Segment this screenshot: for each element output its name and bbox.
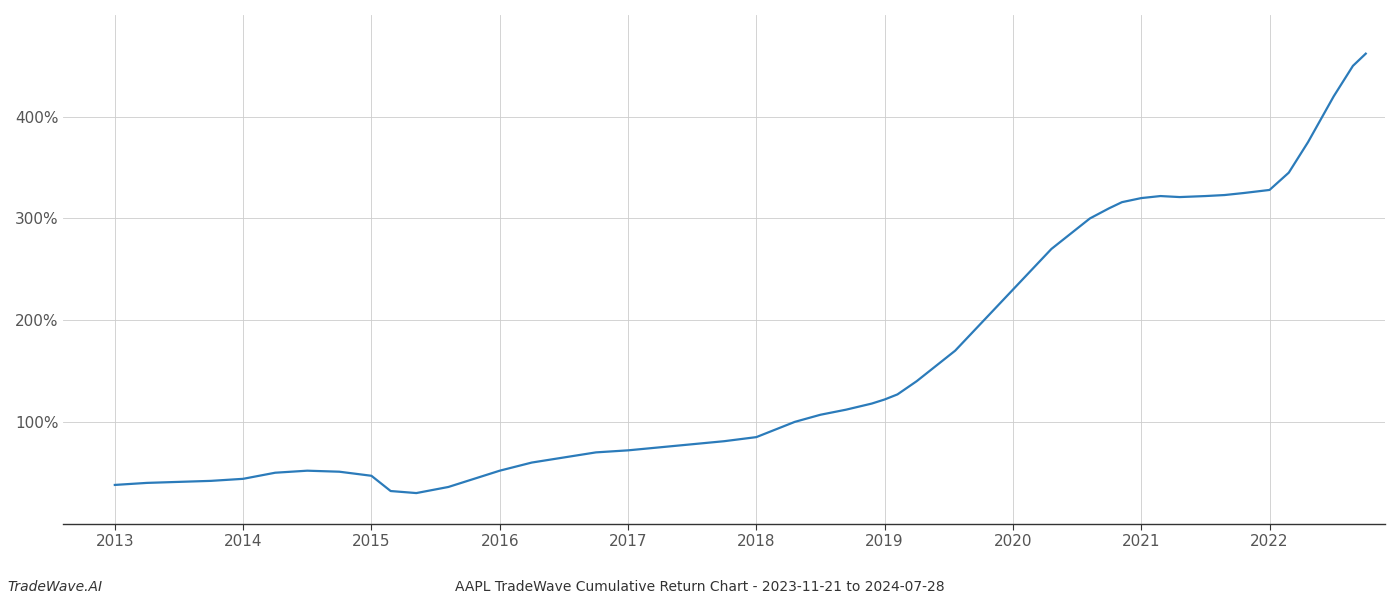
Text: TradeWave.AI: TradeWave.AI (7, 580, 102, 594)
Text: AAPL TradeWave Cumulative Return Chart - 2023-11-21 to 2024-07-28: AAPL TradeWave Cumulative Return Chart -… (455, 580, 945, 594)
